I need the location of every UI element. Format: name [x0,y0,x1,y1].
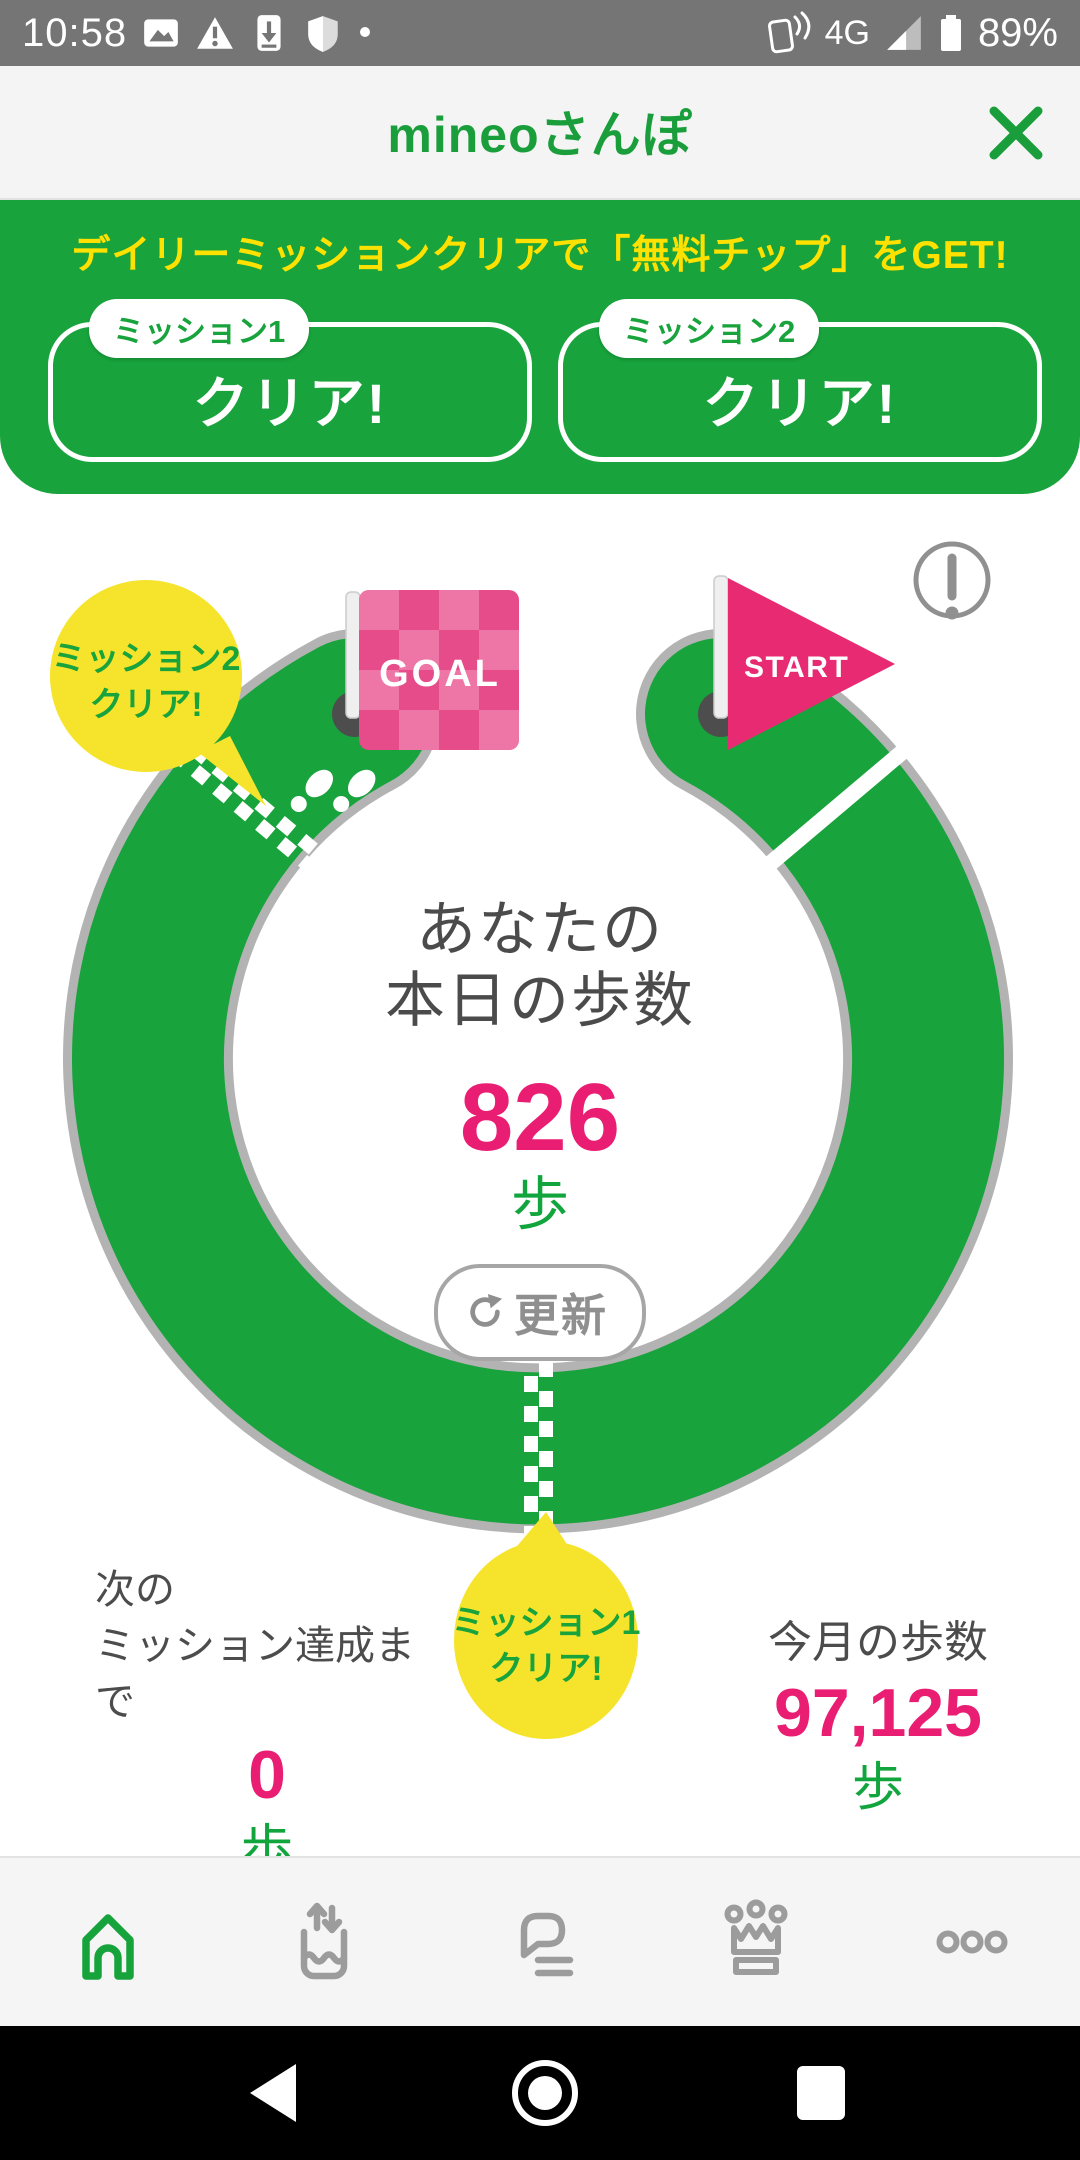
nav-packet-exchange[interactable] [216,1858,432,2026]
banner-message: デイリーミッションクリアで「無料チップ」をGET! [71,234,1009,277]
mission2-bubble: ミッション2 クリア! [50,580,266,806]
mission-2-badge: ミッション2 [599,299,820,358]
goal-flag: GOAL [345,590,519,750]
svg-text:ミッション2: ミッション2 [52,640,241,678]
page-title: mineoさんぽ [387,107,693,163]
android-recents-button[interactable] [797,2066,845,2120]
nav-home[interactable] [0,1858,216,2026]
mission-2-status: クリア! [702,371,898,435]
next-mission-value: 0 [248,1737,286,1813]
clock: 10:58 [22,10,128,55]
today-steps-value: 826 [459,1064,621,1171]
photo-notification-icon [144,19,178,47]
bottom-nav [0,1856,1080,2026]
phone-ring-icon [767,11,810,54]
download-notification-icon [257,15,281,51]
start-flag: START [713,575,895,750]
nav-chat[interactable] [432,1858,648,2026]
refresh-button[interactable]: 更新 [433,1264,646,1361]
mission-1-status: クリア! [192,371,388,435]
network-type: 4G [824,13,870,52]
goal-flag-label: GOAL [379,653,501,695]
today-steps-block: あなたの 本日の歩数 826 歩 更新 [0,894,1080,1361]
battery-icon [940,15,961,51]
mission1-checkpoint [524,1346,553,1540]
android-nav [0,2026,1080,2160]
nav-ranking[interactable] [648,1858,864,2026]
footprints-icon [290,769,376,813]
android-home-button[interactable] [512,2060,578,2126]
nav-more[interactable] [864,1858,1080,2026]
start-flag-label: START [744,651,849,684]
packet-tank-icon [300,1902,348,1980]
today-steps-unit: 歩 [510,1172,569,1237]
crown-icon [724,1899,788,1975]
status-bar: 10:58 [0,0,1080,66]
home-icon [82,1914,134,1980]
monthly-steps-stat: 今月の歩数 97,125 歩 [738,1618,1018,1816]
close-icon[interactable] [988,105,1044,161]
dot-notification-icon [360,27,371,37]
segment-divider [759,741,913,875]
today-label-line1: あなたの [416,896,664,963]
mission-1-badge: ミッション1 [89,299,310,358]
info-icon[interactable] [913,541,991,620]
app-header: mineoさんぽ [0,66,1080,200]
next-mission-label-line1: 次の [95,1568,175,1612]
step-counter-panel: GOAL START ミッション2 クリア! ミッション1 クリア! [0,494,1080,1878]
monthly-steps-value: 97,125 [774,1675,982,1751]
warning-icon [197,17,234,49]
shield-icon [308,16,338,52]
android-back-button[interactable] [250,2064,296,2122]
signal-icon [887,16,921,50]
refresh-icon [470,1293,503,1327]
today-label-line2: 本日の歩数 [385,967,695,1034]
daily-mission-banner: デイリーミッションクリアで「無料チップ」をGET! ミッション1 クリア! ミッ… [0,200,1080,494]
monthly-steps-unit: 歩 [851,1759,904,1817]
chat-icon [520,1912,574,1977]
battery-percent: 89% [977,10,1058,55]
mission1-bubble: ミッション1 クリア! [452,1512,641,1739]
monthly-steps-label: 今月の歩数 [768,1618,988,1667]
progress-ring: GOAL START ミッション2 クリア! ミッション1 クリア! [50,541,1013,1739]
more-icon [936,1930,1008,1954]
svg-text:クリア!: クリア! [489,1650,602,1688]
mission-1-card[interactable]: ミッション1 クリア! [48,299,532,462]
svg-text:ミッション1: ミッション1 [452,1604,641,1642]
next-mission-stat: 次の ミッション達成まで 0 歩 [95,1562,439,1878]
next-mission-label-line2: ミッション達成まで [95,1624,415,1724]
mission-2-card[interactable]: ミッション2 クリア! [558,299,1042,462]
svg-text:クリア!: クリア! [89,686,202,724]
